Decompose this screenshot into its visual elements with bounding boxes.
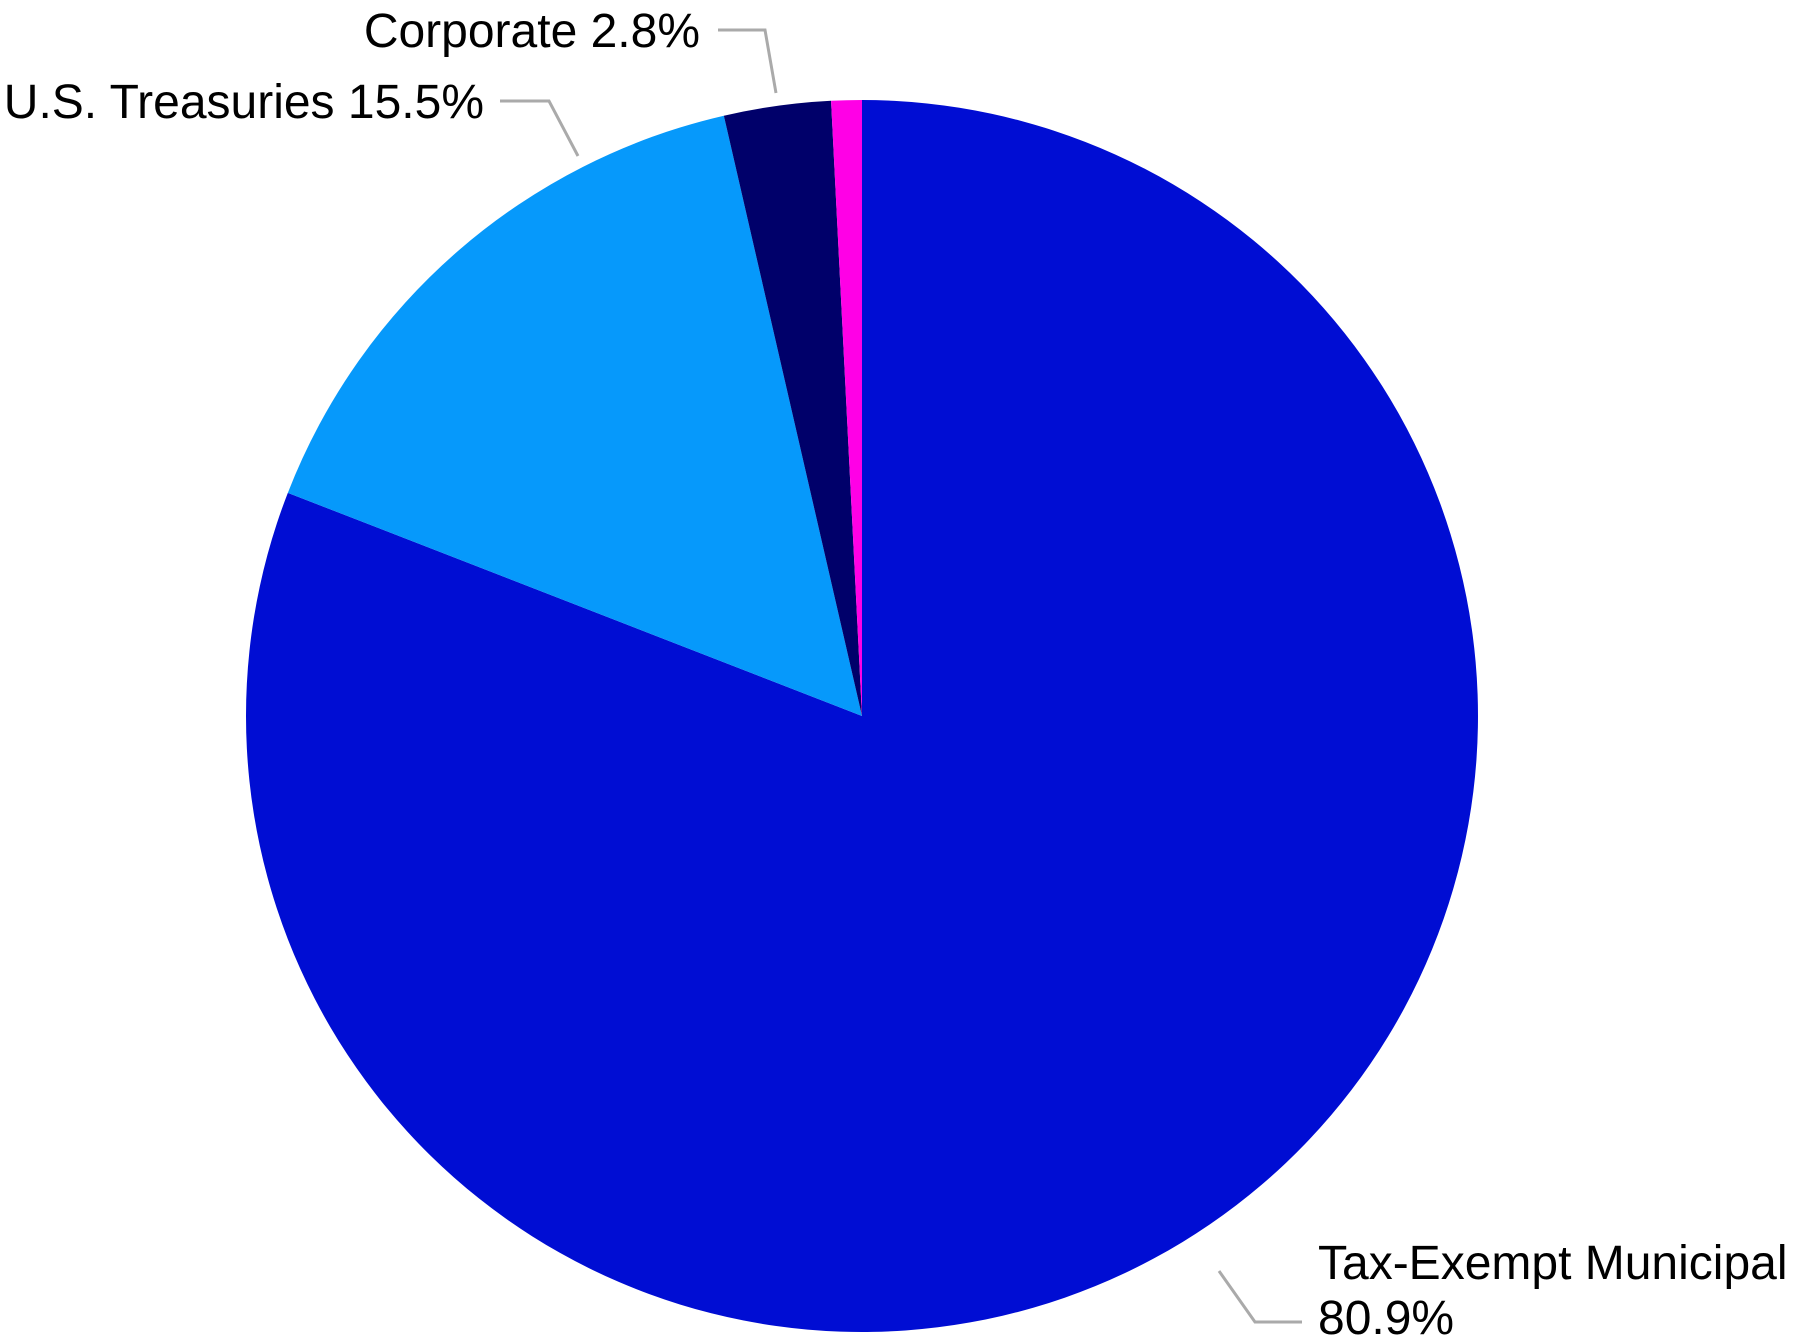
leader-line-us-treasuries <box>500 99 580 157</box>
label-corporate: Corporate 2.8% <box>364 5 700 58</box>
leader-line-corporate <box>718 28 778 94</box>
label-tax-exempt-municipal: Tax-Exempt Municipal <box>1318 1237 1788 1290</box>
label-tax-exempt-municipal-value: 80.9% <box>1318 1292 1454 1339</box>
pie-slice-u-s-treasuries <box>287 115 863 716</box>
leader-line-tax-exempt-municipal <box>1217 1270 1302 1324</box>
pie-slice-unlabeled <box>831 100 862 716</box>
pie-slices <box>245 100 1478 1333</box>
pie-slice-corporate <box>723 100 862 716</box>
pie-slice-tax-exempt-municipal <box>245 100 1478 1333</box>
label-us-treasuries: U.S. Treasuries 15.5% <box>4 76 484 129</box>
